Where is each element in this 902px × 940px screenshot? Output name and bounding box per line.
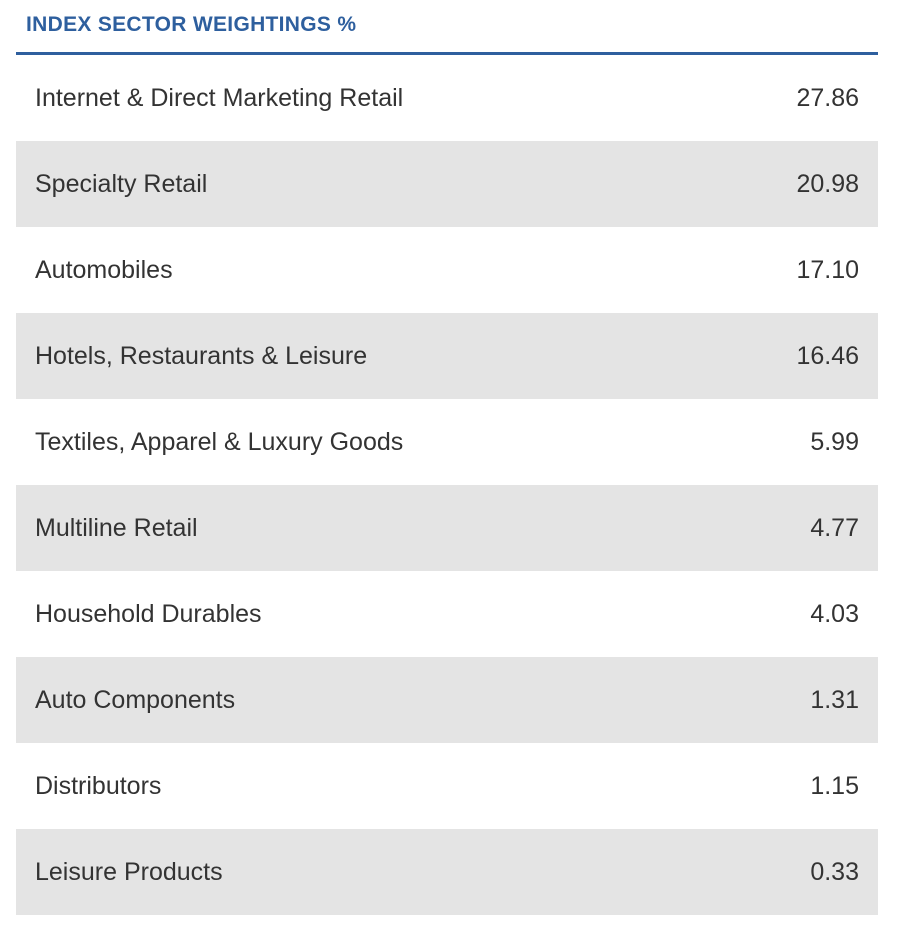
sector-weight: 16.46 (796, 341, 859, 370)
table-row: Multiline Retail 4.77 (16, 485, 878, 571)
table-row: Textiles, Apparel & Luxury Goods 5.99 (16, 399, 878, 485)
sector-name: Textiles, Apparel & Luxury Goods (35, 427, 404, 456)
sector-name: Auto Components (35, 685, 236, 714)
sector-weight: 1.31 (810, 685, 859, 714)
sector-name: Distributors (35, 771, 162, 800)
table-row: Leisure Products 0.33 (16, 829, 878, 915)
sector-weight: 20.98 (796, 169, 859, 198)
sector-weightings-widget: INDEX SECTOR WEIGHTINGS % Internet & Dir… (16, 0, 878, 915)
sector-name: Internet & Direct Marketing Retail (35, 83, 404, 112)
table-row: Internet & Direct Marketing Retail 27.86 (16, 55, 878, 141)
table-row: Hotels, Restaurants & Leisure 16.46 (16, 313, 878, 399)
title-divider (16, 52, 878, 55)
sector-weightings-table: Internet & Direct Marketing Retail 27.86… (16, 55, 878, 915)
sector-weight: 5.99 (810, 427, 859, 456)
table-row: Distributors 1.15 (16, 743, 878, 829)
sector-name: Multiline Retail (35, 513, 198, 542)
table-row: Automobiles 17.10 (16, 227, 878, 313)
table-row: Specialty Retail 20.98 (16, 141, 878, 227)
sector-name: Specialty Retail (35, 169, 208, 198)
sector-name: Leisure Products (35, 857, 223, 886)
sector-weight: 0.33 (810, 857, 859, 886)
sector-weight: 4.77 (810, 513, 859, 542)
sector-weight: 17.10 (796, 255, 859, 284)
sector-name: Hotels, Restaurants & Leisure (35, 341, 368, 370)
table-row: Auto Components 1.31 (16, 657, 878, 743)
table-row: Household Durables 4.03 (16, 571, 878, 657)
sector-name: Automobiles (35, 255, 173, 284)
section-title: INDEX SECTOR WEIGHTINGS % (26, 12, 357, 36)
sector-weight: 1.15 (810, 771, 859, 800)
sector-name: Household Durables (35, 599, 262, 628)
sector-weight: 27.86 (796, 83, 859, 112)
sector-weight: 4.03 (810, 599, 859, 628)
